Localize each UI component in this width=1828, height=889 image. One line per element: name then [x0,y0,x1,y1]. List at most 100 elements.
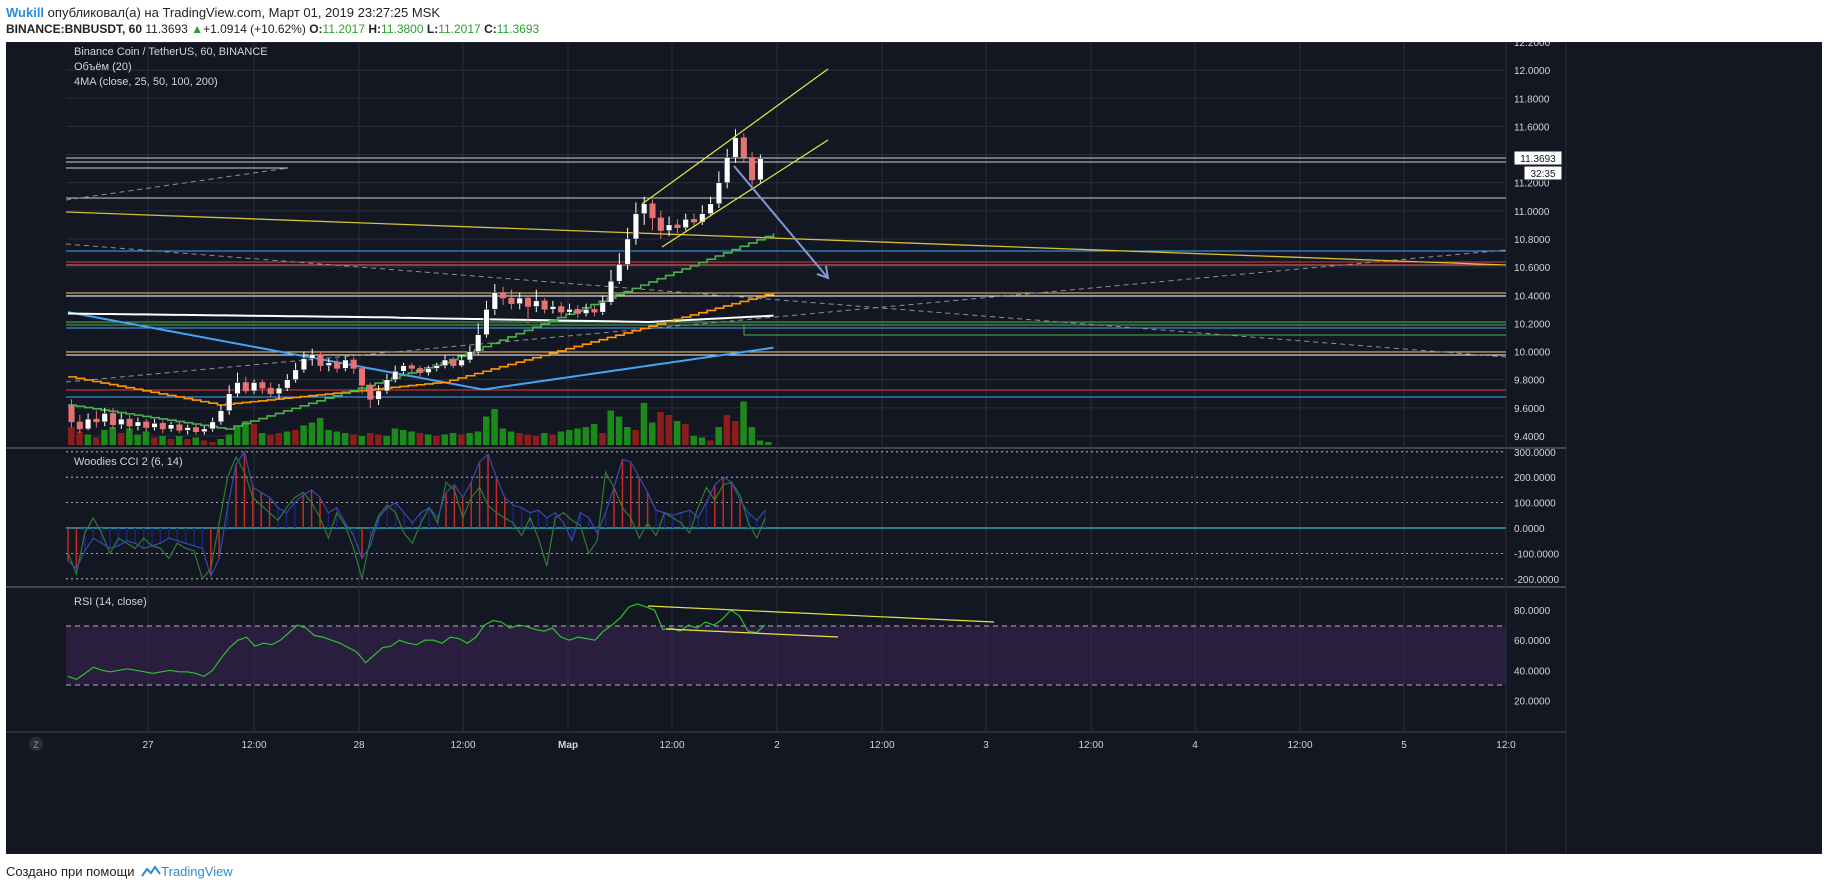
ma200-line [67,311,774,391]
volume-bar [283,431,291,445]
low-label: L: [426,22,439,36]
candle-body [624,238,631,265]
rsi-band [66,626,1506,685]
volume-bar [707,440,714,445]
ma50-line [68,292,775,406]
volume-bar [159,436,166,445]
channel-lower-line[interactable] [661,139,829,248]
cci-tick-label: 100.0000 [1514,499,1556,510]
candle-body [151,423,158,428]
candle-body [607,280,615,303]
rsi-title[interactable]: RSI (14, close) [74,596,147,608]
high-label: H: [368,22,382,36]
price-tick-label: 10.0000 [1514,348,1551,359]
legend-volume[interactable]: Объём (20) [74,61,132,73]
candle-body [76,421,83,430]
candle-body [566,309,573,313]
candle-body [275,387,283,395]
legend-ma[interactable]: 4MA (close, 25, 50, 100, 200) [74,76,218,88]
volume-bar [300,425,307,445]
candle-body [500,292,507,299]
volume-bar [167,439,175,445]
volume-bar [117,433,125,445]
time-tick-label: 12:0 [1496,740,1516,751]
author-link[interactable]: Wukill [6,5,45,20]
price-tick-label: 9.4000 [1514,432,1545,443]
volume-bar [433,436,440,445]
tradingview-link[interactable]: TradingView [161,864,233,879]
cci-line [67,450,766,578]
time-tick-label: 28 [353,740,365,751]
volume-bar [574,428,581,445]
zoom-button[interactable] [29,737,43,751]
candle-body [516,297,523,304]
candle-body [168,424,175,430]
volume-bar [358,436,365,445]
time-tick-label: 3 [983,740,989,751]
candle-body [325,362,332,366]
volume-bar [84,434,92,445]
tradingview-logo-icon[interactable] [141,865,161,877]
rsi-divergence-lower[interactable] [665,628,839,638]
volume-bar [624,427,631,445]
last-price-tag: 11.3693 32:35 [1513,150,1563,181]
candle-body [251,382,258,392]
cci-title[interactable]: Woodies CCI 2 (6, 14) [74,456,183,468]
candle-body [101,413,108,423]
ma25-line [68,233,775,430]
volume-bar [549,434,556,445]
candle-body [309,354,316,359]
candle-body [226,393,233,411]
volume-bar [665,415,673,445]
close-label: C: [484,22,497,36]
volume-bar [400,430,407,445]
candle-body [433,365,440,369]
candle-body [300,358,307,371]
volume-bar [192,437,199,445]
time-axis-labels: 27 12:00 28 12:00 Мар 12:00 2 12:00 3 12:00 4 12:00… [142,740,1516,751]
candle-body [450,359,457,366]
candle-body [234,382,241,394]
volume-bar [690,436,697,445]
candle-body [284,379,291,389]
candle-body [466,351,473,361]
volume-bar [234,427,241,445]
volume-bar [151,437,158,445]
volume-bar [615,416,623,445]
price-tick-label: 11.6000 [1514,122,1550,133]
candle-body [599,302,606,313]
candle-body [317,354,324,366]
publish-info: опубликовал(а) на TradingView.com, Март … [47,5,440,20]
candle-body [109,413,117,425]
zoom-button-label: Z [33,740,39,750]
forecast-arrow[interactable] [733,165,830,280]
volume-bar [416,433,424,445]
candle-body [118,418,125,425]
candle-body [217,410,224,423]
rsi-tick-label: 80.0000 [1514,606,1551,617]
volume-bar [209,442,216,445]
volume-bar [424,434,432,445]
channel-upper-line[interactable] [641,68,829,205]
volume-bar [68,427,75,445]
candle-body [475,334,482,352]
cci-axis-labels: 300.0000 200.0000 100.0000 0.0000 -100.0000 -… [1514,448,1559,586]
rsi-divergence-upper[interactable] [647,605,995,623]
candle-body [126,418,133,427]
price-tick-label: 12.0000 [1514,66,1551,77]
candle-body [93,418,100,423]
volume-bar [449,433,457,445]
cci-tick-label: 300.0000 [1514,448,1556,459]
chart-canvas[interactable]: 12.200012.000011.800011.600011.400011.20… [6,42,1822,854]
rsi-tick-label: 20.0000 [1514,696,1551,707]
open-label: O: [309,22,323,36]
candle-body [549,306,556,310]
candle-body [682,219,689,228]
price-tick-label: 11.8000 [1514,94,1550,105]
cci-tick-label: -200.0000 [1514,575,1559,586]
time-tick-label: 12:00 [869,740,894,751]
rsi-line [67,603,766,681]
time-tick-label: 5 [1401,740,1407,751]
volume-bar [292,430,299,445]
volume-bar [723,415,731,445]
